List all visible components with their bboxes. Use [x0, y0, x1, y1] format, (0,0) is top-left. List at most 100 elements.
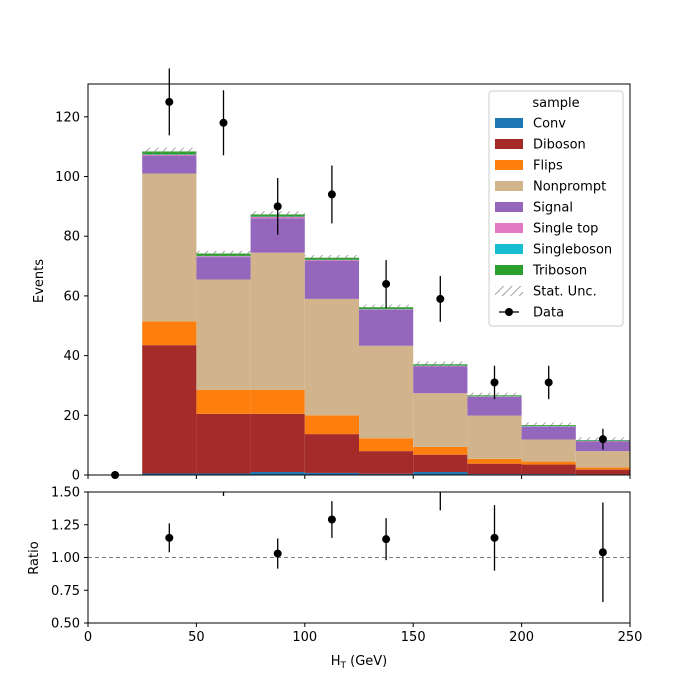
x-tick-label: 200	[509, 630, 534, 645]
bar-conv-2	[196, 473, 251, 475]
x-tick-label: 150	[401, 630, 426, 645]
ratio-y-axis-label: Ratio	[27, 541, 42, 574]
bar-flips-5	[359, 438, 414, 452]
bar-nonprompt-6	[413, 393, 468, 447]
x-axis-label-main: H	[331, 654, 341, 669]
bar-signal-6	[413, 366, 468, 394]
bar-nonprompt-9	[575, 451, 630, 468]
bar-diboson-4	[304, 434, 359, 473]
legend-label-single-top: Single top	[533, 222, 598, 237]
main-y-tick-label: 0	[72, 469, 80, 484]
legend-swatch-singleboson	[495, 244, 523, 254]
bar-nonprompt-5	[359, 345, 414, 439]
bar-flips-2	[196, 389, 251, 414]
bar-flips-6	[413, 446, 468, 455]
bar-diboson-6	[413, 454, 468, 473]
ratio-y-tick-label: 0.75	[51, 584, 80, 599]
x-axis-label-unit: (GeV)	[346, 654, 387, 669]
bar-nonprompt-7	[467, 415, 522, 459]
main-y-tick-label: 40	[63, 349, 80, 364]
legend-swatch-single-top	[495, 223, 523, 233]
bar-conv-1	[142, 473, 197, 475]
data-point	[273, 202, 282, 211]
main-y-axis-label: Events	[32, 259, 47, 303]
ratio-point	[165, 533, 174, 542]
main-y-tick-label: 60	[63, 289, 80, 304]
bar-conv-4	[304, 472, 359, 475]
bar-signal-1	[142, 155, 197, 174]
main-y-tick-label: 20	[63, 409, 80, 424]
bar-signal-7	[467, 396, 522, 416]
legend-label-flips: Flips	[533, 159, 563, 174]
legend-label-singleboson: Singleboson	[533, 243, 612, 258]
bar-signal-2	[196, 257, 251, 280]
legend-swatch-signal	[495, 202, 523, 212]
bar-signal-8	[521, 426, 576, 440]
ratio-point	[327, 515, 336, 524]
ratio-y-tick-label: 0.50	[51, 617, 80, 632]
legend-swatch-conv	[495, 118, 523, 128]
ratio-y-tick-label: 1.00	[51, 551, 80, 566]
ratio-y-tick-label: 1.50	[51, 486, 80, 501]
bar-flips-9	[575, 467, 630, 470]
bar-diboson-1	[142, 345, 197, 474]
bar-diboson-7	[467, 463, 522, 475]
stat-unc-band-8	[521, 422, 576, 428]
bar-diboson-5	[359, 451, 414, 474]
bar-diboson-9	[575, 469, 630, 475]
main-panel: 0 20 40 60 80 100 120	[55, 68, 631, 484]
ratio-point	[273, 549, 282, 558]
legend: sample Conv Diboson Flips Nonprompt Signal Sin…	[488, 90, 624, 327]
legend-label-data: Data	[533, 306, 564, 321]
legend-label-diboson: Diboson	[533, 138, 586, 153]
bar-single-top-4	[304, 260, 359, 261]
x-tick-label: 250	[618, 630, 643, 645]
x-tick-label: 100	[292, 630, 317, 645]
data-point	[436, 294, 445, 303]
main-plot-frame	[87, 83, 631, 476]
main-y-tick-label: 120	[55, 110, 80, 125]
bar-conv-5	[359, 473, 414, 475]
stat-unc-band-1	[142, 147, 197, 156]
bar-flips-1	[142, 321, 197, 346]
x-tick-label: 0	[84, 630, 92, 645]
bar-diboson-3	[250, 413, 305, 473]
legend-title: sample	[532, 96, 579, 111]
bar-single-top-2	[196, 256, 251, 258]
bar-flips-7	[467, 458, 522, 464]
main-y-tick-label: 80	[63, 230, 80, 245]
stat-unc-band-6	[413, 361, 468, 367]
ratio-panel: 0.50 0.75 1.00 1.25 1.50 0 50 100 150 200 250	[51, 486, 642, 646]
data-point	[490, 378, 499, 387]
legend-label-triboson: Triboson	[532, 264, 587, 279]
legend-swatch-diboson	[495, 139, 523, 149]
bar-nonprompt-4	[304, 298, 359, 416]
legend-data-marker	[505, 308, 513, 316]
bar-nonprompt-1	[142, 173, 197, 322]
x-axis-label: HT (GeV)	[331, 654, 388, 671]
data-point	[111, 471, 120, 479]
bar-signal-4	[304, 260, 359, 299]
ratio-point	[382, 535, 391, 544]
bar-flips-8	[521, 461, 576, 465]
x-tick-label: 50	[188, 630, 205, 645]
data-point	[382, 279, 391, 288]
bar-flips-4	[304, 415, 359, 435]
data-point	[327, 190, 336, 199]
data-point	[544, 378, 553, 387]
bar-signal-5	[359, 309, 414, 346]
data-point	[219, 118, 228, 127]
legend-swatch-nonprompt	[495, 181, 523, 191]
bar-flips-3	[250, 389, 305, 414]
legend-swatch-stat-unc	[495, 286, 523, 296]
main-y-tick-label: 100	[55, 170, 80, 185]
bar-nonprompt-2	[196, 279, 251, 390]
bar-diboson-8	[521, 464, 576, 475]
bar-nonprompt-3	[250, 252, 305, 390]
legend-label-stat-unc: Stat. Unc.	[533, 285, 597, 300]
legend-label-nonprompt: Nonprompt	[533, 180, 606, 195]
ratio-point	[598, 548, 607, 557]
legend-swatch-triboson	[495, 265, 523, 275]
x-axis-label-subscript: T	[340, 661, 347, 671]
